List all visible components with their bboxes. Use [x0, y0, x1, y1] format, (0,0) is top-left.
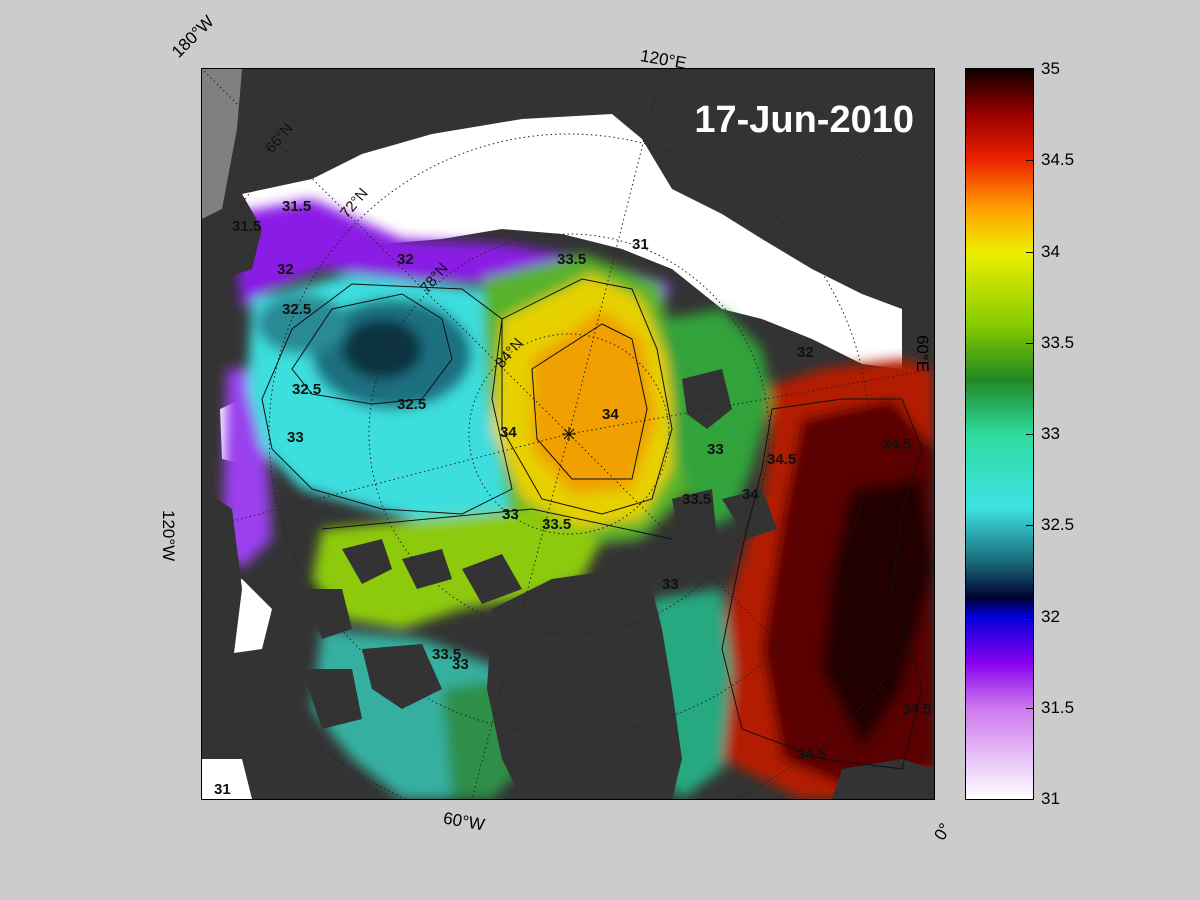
contour-label: 34.5 — [767, 451, 796, 468]
colorbar-tick-label: 31.5 — [1041, 697, 1075, 717]
contour-label: 31.5 — [282, 198, 311, 215]
colorbar-tick-label: 33 — [1041, 424, 1060, 443]
graticule — [202, 69, 934, 799]
contour-label: 32 — [277, 261, 294, 278]
contour-label: 33 — [287, 429, 304, 446]
contour-label: 31 — [632, 236, 649, 253]
contour-label: 34 — [500, 424, 517, 441]
contour-label: 32 — [797, 344, 814, 361]
contour-label: 34.5 — [882, 436, 911, 453]
contour-label: 33 — [707, 441, 724, 458]
contour-label: 33 — [502, 506, 519, 523]
longitude-label-60w: 60°W — [441, 808, 487, 835]
contour-label: 34 — [742, 486, 759, 503]
salinity-field — [222, 199, 934, 799]
date-title: 17-Jun-2010 — [694, 99, 914, 141]
contour-label: 34.5 — [797, 746, 826, 763]
colorbar — [965, 68, 1034, 800]
outside-domain-region — [202, 69, 242, 219]
contour-label: 32.5 — [282, 301, 311, 318]
contour-label: 33.5 — [682, 491, 711, 508]
longitude-label-0: 0° — [930, 819, 955, 844]
north-pole-marker — [562, 427, 576, 441]
longitude-label-180w: 180°W — [168, 11, 218, 62]
contour-label: 33.5 — [432, 646, 461, 663]
longitude-label-120w: 120°W — [159, 510, 178, 562]
map-panel: 31.5 31.5 32 32 32.5 32.5 32.5 33 33 33 … — [201, 68, 935, 800]
longitude-label-60e: 60°E — [913, 335, 932, 373]
contour-label: 33 — [662, 576, 679, 593]
contour-label: 32.5 — [397, 396, 426, 413]
colorbar-tick-label: 34 — [1041, 241, 1060, 261]
contour-label: 32 — [397, 251, 414, 268]
contour-label: 31 — [214, 781, 231, 798]
colorbar-tick-label: 33.5 — [1041, 332, 1075, 352]
contour-label: 34 — [602, 406, 619, 423]
contour-lines — [261, 278, 923, 770]
contour-label: 33 — [452, 656, 469, 673]
contour-label: 34.5 — [902, 701, 931, 718]
contour-label: 33.5 — [542, 516, 571, 533]
contour-label-group: 31.5 31.5 32 32 32.5 32.5 32.5 33 33 33 … — [214, 198, 931, 798]
colorbar-ticks: 35 34.5 34 33.5 33 32.5 32 31.5 31 — [1026, 59, 1094, 808]
contour-label: 31.5 — [232, 218, 261, 235]
salinity-map: 31.5 31.5 32 32 32.5 32.5 32.5 33 33 33 … — [202, 69, 934, 799]
land-masses — [202, 69, 934, 799]
contour-label: 32.5 — [292, 381, 321, 398]
colorbar-tick-label: 32.5 — [1041, 515, 1075, 535]
colorbar-tick-label: 32 — [1041, 606, 1060, 626]
colorbar-tick-label: 35 — [1041, 59, 1060, 78]
colorbar-tick-label: 34.5 — [1041, 150, 1075, 170]
contour-label: 33.5 — [557, 251, 586, 268]
colorbar-tick-label: 31 — [1041, 789, 1060, 808]
